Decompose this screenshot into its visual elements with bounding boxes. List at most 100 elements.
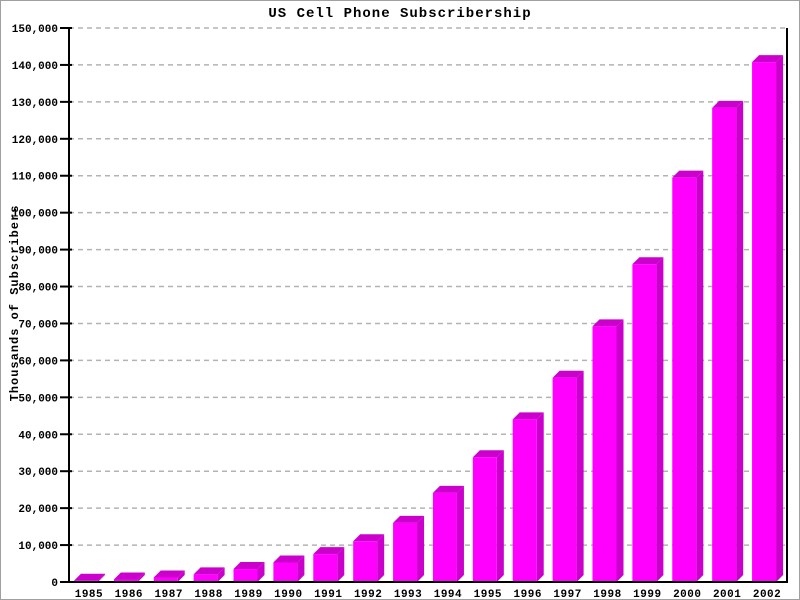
bar-top-face [233,562,265,570]
bar-side-face [696,170,704,582]
bar-side-face [736,100,744,582]
bar-1989 [233,562,265,582]
bar-side-face [337,547,345,582]
bar-2002 [752,55,784,583]
bar-top-face [712,100,744,108]
bar-1996 [512,412,544,582]
y-tick-label: 0 [51,578,58,590]
y-tick-label: 20,000 [18,504,58,516]
bar-side-face [776,55,784,583]
x-tick-label: 2000 [673,589,701,600]
bar-front-face [193,574,218,582]
bar-1992 [353,534,385,582]
y-tick-label: 120,000 [12,135,58,147]
y-axis-title: Thousands of Subscribers [8,204,22,402]
bar-top-face [273,555,305,563]
bar-1988 [193,567,225,582]
bar-1995 [472,450,504,582]
x-tick-label: 1996 [514,589,542,600]
bar-top-face [552,370,584,378]
bar-side-face [656,257,664,582]
bar-1985 [73,573,105,582]
x-tick-label: 1987 [155,589,183,600]
bar-front-face [472,457,497,582]
x-tick-label: 1991 [314,589,342,600]
bar-1998 [592,319,624,582]
bar-side-face [377,534,385,582]
y-tick-label: 130,000 [12,98,58,110]
y-tick-label: 110,000 [12,172,58,184]
y-tick-label: 50,000 [18,393,58,405]
bar-top-face [73,573,105,581]
x-tick-label: 1992 [354,589,382,600]
y-tick-label: 90,000 [18,246,58,258]
x-tick-label: 1985 [75,589,103,600]
bar-2001 [712,100,744,582]
bar-top-face [752,55,784,63]
bar-2000 [672,170,704,582]
bar-front-face [632,264,657,582]
bar-top-face [672,170,704,178]
bar-front-face [393,522,418,582]
bar-top-face [153,570,185,578]
bar-front-face [153,577,178,582]
bar-front-face [752,62,777,583]
y-tick-label: 10,000 [18,541,58,553]
bar-1994 [432,485,464,582]
bar-side-face [97,573,105,582]
y-tick-label: 80,000 [18,283,58,295]
y-tick-label: 70,000 [18,319,58,331]
bar-top-face [353,534,385,542]
x-tick-label: 1993 [394,589,422,600]
x-tick-label: 1995 [474,589,502,600]
bar-top-face [193,567,225,575]
bar-side-face [177,570,185,582]
x-tick-label: 1986 [115,589,143,600]
bar-side-face [536,412,544,582]
bar-top-face [432,485,464,493]
x-tick-label: 1990 [274,589,302,600]
x-tick-label: 1994 [434,589,462,600]
bar-front-face [552,377,577,582]
bar-1986 [113,572,145,582]
bar-front-face [313,554,338,582]
bar-side-face [456,485,464,582]
bar-1997 [552,370,584,582]
bar-side-face [496,450,504,582]
chart-title: US Cell Phone Subscribership [268,6,532,22]
bar-front-face [233,569,258,582]
bar-top-face [512,412,544,420]
bar-top-face [393,515,425,523]
bar-front-face [353,541,378,582]
bar-top-face [632,257,664,265]
y-tick-label: 100,000 [12,209,58,221]
y-tick-label: 150,000 [12,24,58,36]
bar-top-face [592,319,624,327]
bar-1993 [393,515,425,582]
x-tick-label: 1997 [553,589,581,600]
x-tick-label: 1998 [593,589,621,600]
bar-front-face [432,492,457,582]
x-tick-label: 1988 [194,589,222,600]
bar-side-face [257,562,265,582]
bar-1991 [313,547,345,582]
y-tick-label: 40,000 [18,430,58,442]
bar-top-face [313,547,345,555]
bar-side-face [616,319,624,582]
bar-side-face [417,515,425,582]
bar-front-face [712,107,737,582]
y-tick-label: 60,000 [18,356,58,368]
bar-front-face [113,579,138,582]
bar-front-face [592,326,617,582]
bar-front-face [512,419,537,582]
bar-top-face [472,450,504,458]
x-tick-label: 1999 [633,589,661,600]
y-tick-label: 140,000 [12,61,58,73]
bar-top-face [113,572,145,580]
y-tick-label: 30,000 [18,467,58,479]
bar-1990 [273,555,305,582]
bar-side-face [576,370,584,582]
bar-front-face [273,562,298,582]
